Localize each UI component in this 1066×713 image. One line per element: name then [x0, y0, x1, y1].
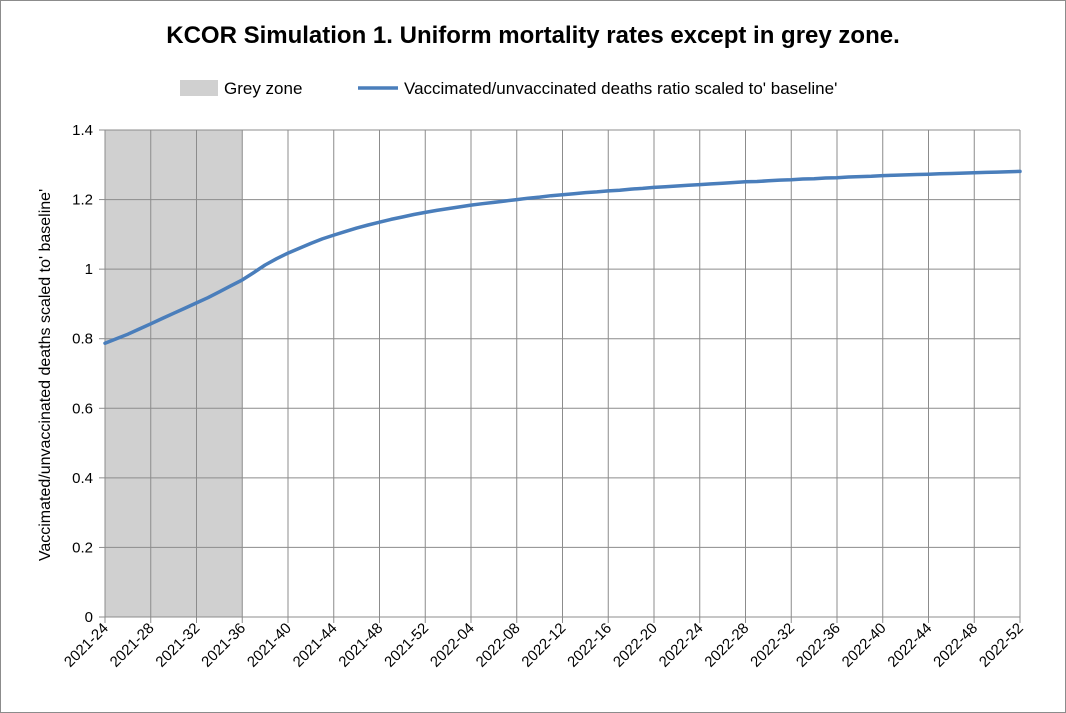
- x-tick-label: 2022-20: [610, 620, 661, 671]
- x-tick-label: 2021-44: [290, 620, 341, 671]
- y-tick-label: 1: [85, 261, 93, 278]
- x-tick-label: 2021-24: [61, 620, 112, 671]
- plot-area: 00.20.40.60.811.21.42021-242021-282021-3…: [61, 122, 1027, 671]
- x-tick-label: 2022-12: [518, 620, 569, 671]
- x-tick-label: 2022-16: [564, 620, 615, 671]
- x-tick-label: 2021-52: [381, 620, 432, 671]
- legend: Grey zone Vaccimated/unvaccinated deaths…: [180, 79, 837, 98]
- x-tick-label: 2021-36: [198, 620, 249, 671]
- series-line: [103, 169, 1022, 345]
- x-tick-label: 2022-24: [656, 620, 707, 671]
- legend-grey-zone-label: Grey zone: [224, 79, 302, 98]
- y-tick-label: 1.4: [72, 122, 93, 139]
- y-tick-label: 0.8: [72, 331, 93, 348]
- legend-series-label: Vaccimated/unvaccinated deaths ratio sca…: [404, 79, 837, 98]
- grey-zone-band: [105, 130, 243, 617]
- y-axis-title: Vaccimated/unvaccinated deaths scaled to…: [37, 189, 54, 561]
- x-tick-label: 2022-08: [473, 620, 524, 671]
- x-tick-label: 2021-32: [152, 620, 203, 671]
- x-tick-label: 2022-28: [701, 620, 752, 671]
- x-tick-label: 2022-32: [747, 620, 798, 671]
- y-tick-label: 0.6: [72, 400, 93, 417]
- x-tick-label: 2021-48: [335, 620, 386, 671]
- x-tick-label: 2022-48: [930, 620, 981, 671]
- x-tick-label: 2022-36: [793, 620, 844, 671]
- x-tick-label: 2022-40: [839, 620, 890, 671]
- x-tick-label: 2022-52: [976, 620, 1027, 671]
- x-tick-label: 2022-04: [427, 620, 478, 671]
- y-tick-label: 0.2: [72, 539, 93, 556]
- x-tick-label: 2021-28: [107, 620, 158, 671]
- x-tick-label: 2021-40: [244, 620, 295, 671]
- y-tick-label: 0: [85, 609, 93, 626]
- x-tick-label: 2022-44: [884, 620, 935, 671]
- y-tick-label: 1.2: [72, 192, 93, 209]
- y-tick-label: 0.4: [72, 470, 93, 487]
- chart-title: KCOR Simulation 1. Uniform mortality rat…: [166, 22, 900, 49]
- legend-grey-zone-swatch: [180, 80, 218, 96]
